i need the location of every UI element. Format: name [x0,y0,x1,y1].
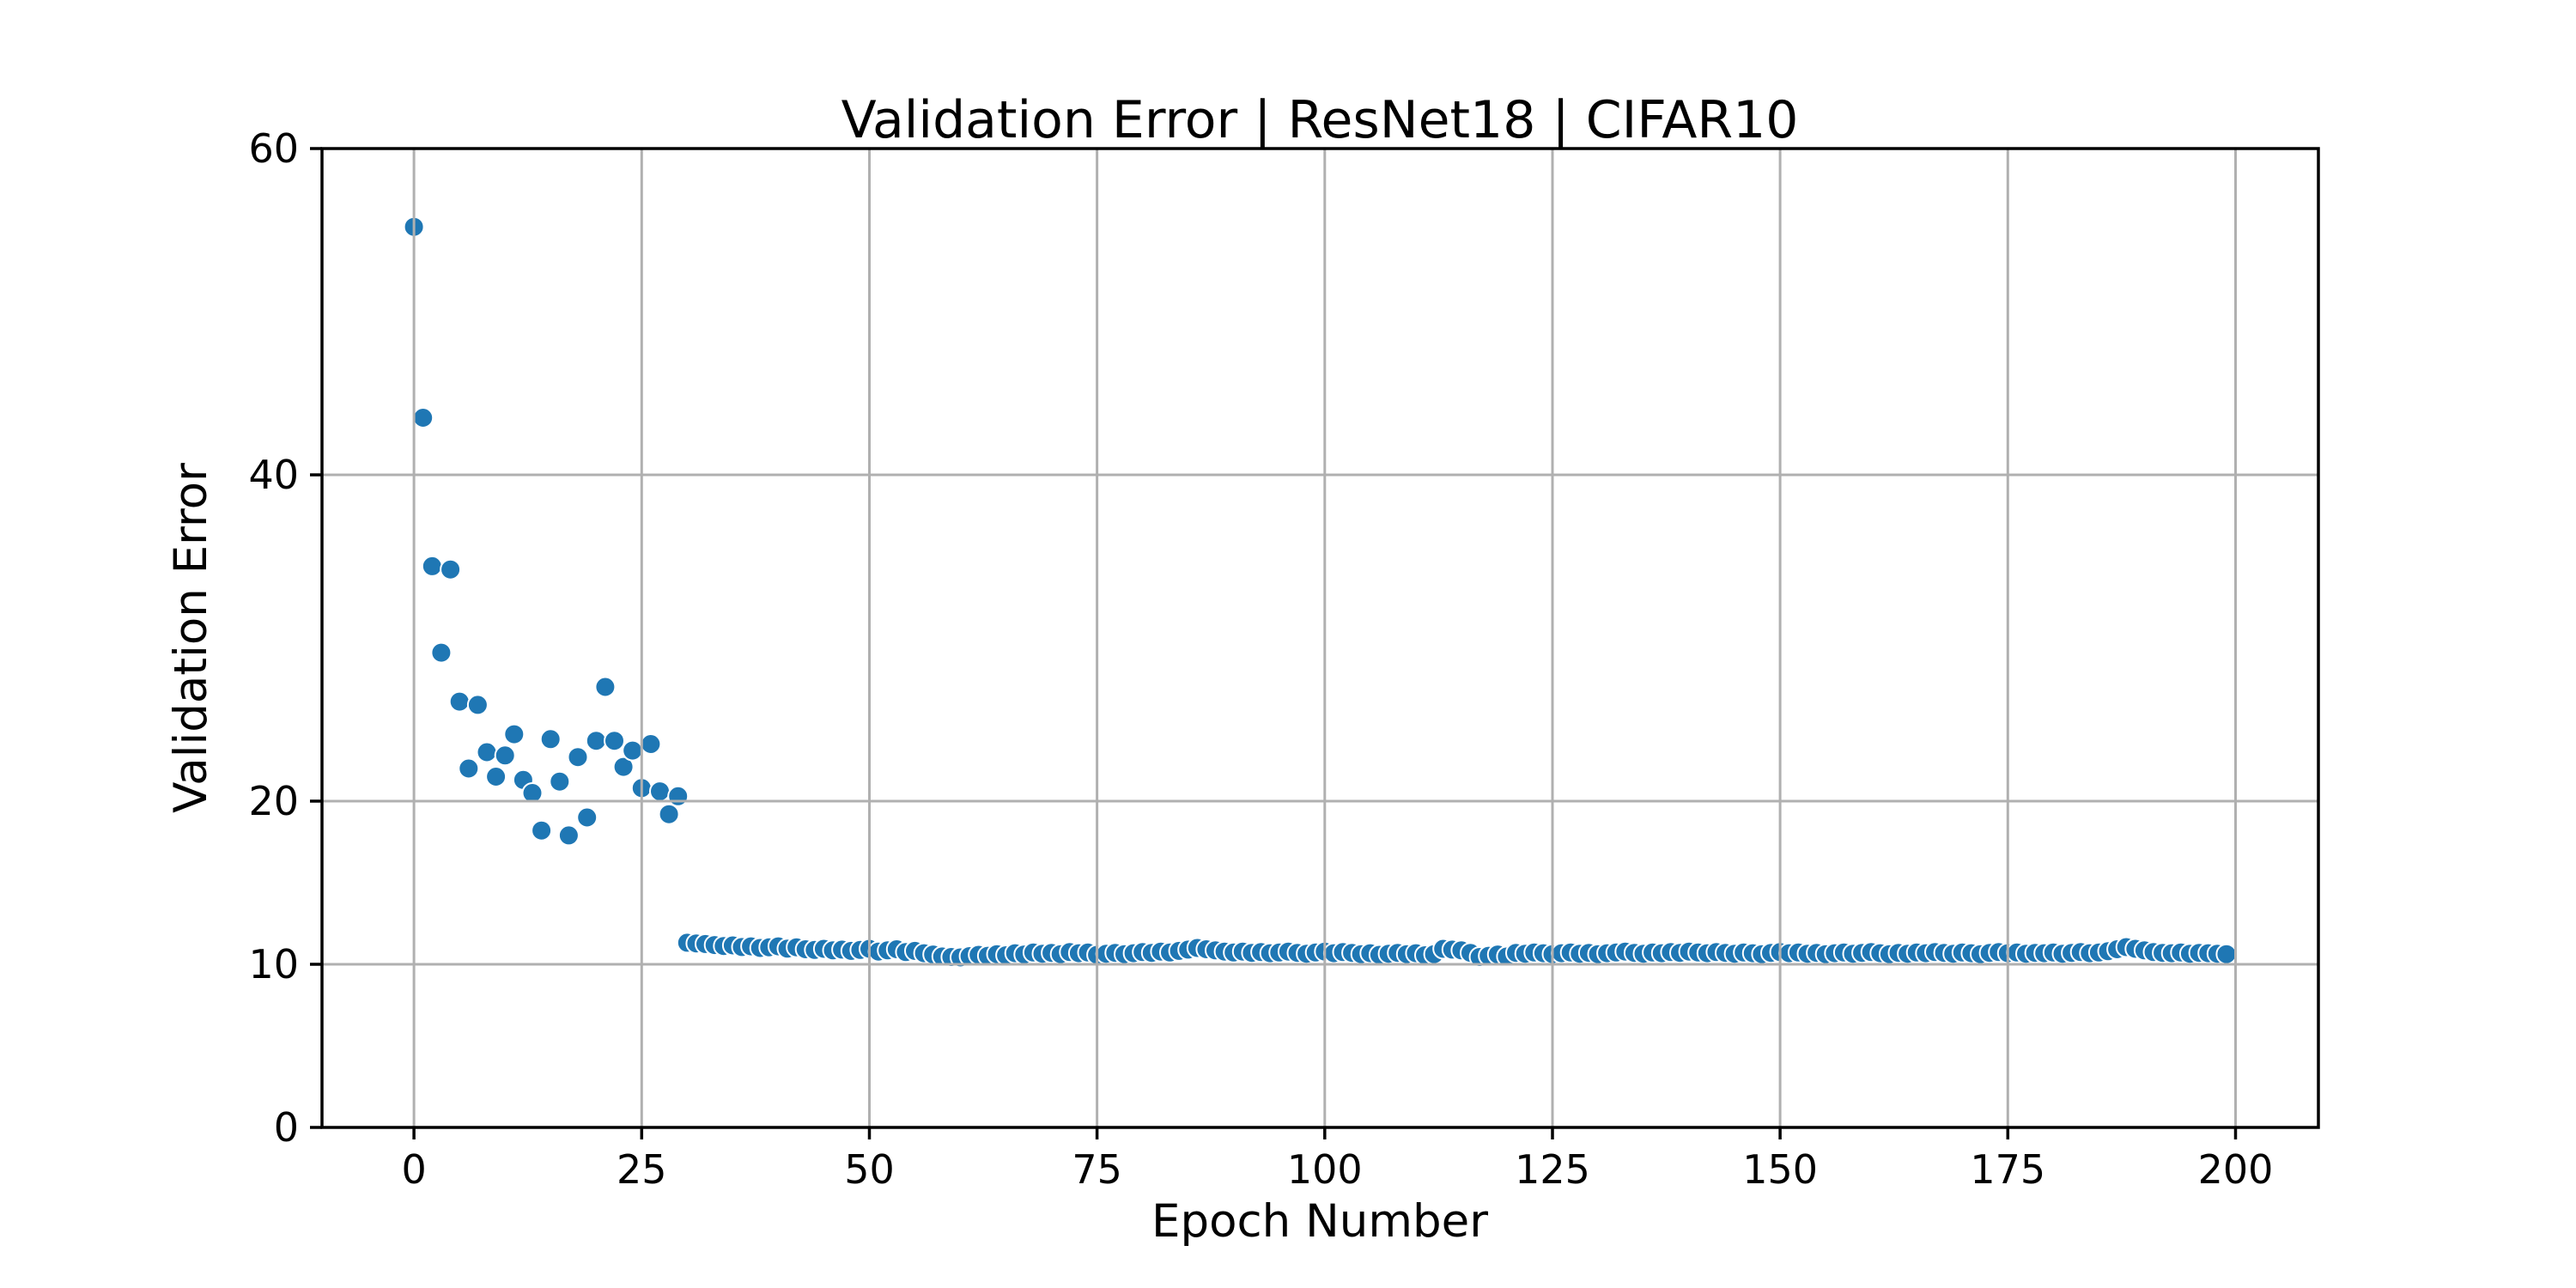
y-tick-label: 20 [248,778,299,824]
data-point [466,694,489,716]
data-point [567,746,589,769]
data-point [667,785,690,807]
gridlines [322,147,2318,1129]
x-tick-label: 150 [1742,1146,1818,1193]
data-point [476,741,498,763]
plot-border [320,147,2320,1129]
data-point [585,730,607,752]
data-point [430,641,453,664]
x-tick-label: 125 [1515,1146,1590,1193]
y-tick-label: 60 [248,125,299,172]
data-point [531,819,553,841]
data-point [604,730,625,752]
x-tick-label: 50 [844,1146,895,1193]
data-point [557,824,580,847]
x-tick-label: 0 [401,1146,426,1193]
x-axis-label: Epoch Number [1151,1195,1488,1248]
y-tick-label: 10 [248,941,299,987]
y-tick-label: 40 [248,452,299,498]
x-tick-label: 175 [1970,1146,2045,1193]
x-tick-label: 100 [1287,1146,1363,1193]
data-point [485,766,507,787]
x-tick-label: 200 [2198,1146,2274,1193]
data-point [549,770,571,793]
axis-ticks [310,147,2238,1139]
data-point [412,407,434,428]
x-tick-label: 25 [617,1146,667,1193]
y-axis-label: Validation Error [165,463,217,813]
chart-title: Validation Error | ResNet18 | CIFAR10 [841,90,1799,150]
data-point [594,676,617,698]
x-tick-labels: 0 25 50 75 100 125 150 175 200 [401,1146,2273,1193]
data-point [494,744,516,767]
data-point [503,723,526,745]
scatter-points [403,216,2238,969]
data-point [612,756,635,778]
data-point [640,733,662,755]
data-point [658,803,680,825]
x-tick-label: 75 [1072,1146,1122,1193]
data-point [521,782,544,804]
data-point [448,690,471,713]
data-point [576,806,598,829]
y-tick-labels: 0 10 20 40 60 [248,125,299,1151]
data-point [458,757,480,780]
y-tick-label: 0 [274,1104,299,1151]
data-point [622,739,644,762]
data-point [649,781,671,803]
data-point [539,728,562,750]
data-point [421,555,443,577]
data-point [440,558,462,580]
data-point [2215,943,2238,965]
